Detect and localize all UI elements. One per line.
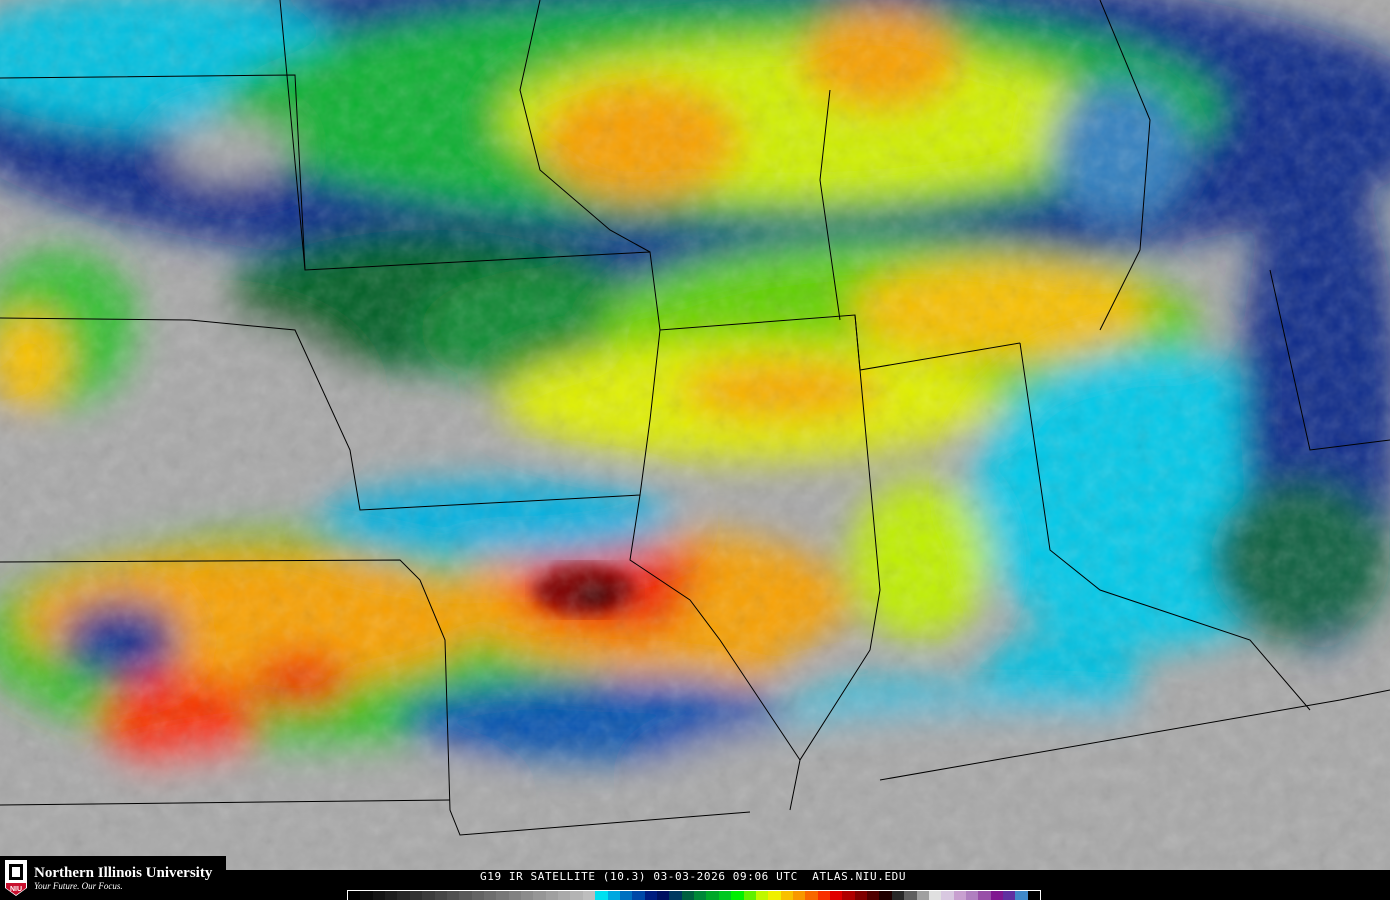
colorbar-swatch [619, 891, 633, 900]
colorbar-swatch [990, 891, 1004, 900]
colorbar-swatch [830, 891, 843, 900]
university-name: Northern Illinois University [34, 864, 213, 881]
colorbar-swatch [891, 891, 905, 900]
colorbar-swatch [904, 891, 917, 900]
niu-logo: NIU Northern Illinois University Your Fu… [0, 856, 226, 900]
colorbar-swatch [768, 891, 781, 900]
colorbar-swatch [1003, 891, 1016, 900]
colorbar-swatch [508, 891, 522, 900]
colorbar-swatch [965, 891, 979, 900]
colorbar-swatch [842, 891, 855, 900]
niu-shield-icon: NIU [5, 860, 27, 896]
colorbar-swatch [731, 891, 744, 900]
colorbar-swatch [471, 891, 484, 900]
colorbar-swatch [483, 891, 497, 900]
colorbar-swatch [348, 891, 361, 900]
colorbar-swatch [558, 891, 571, 900]
colorbar-swatch [422, 891, 435, 900]
colorbar-swatch [607, 891, 620, 900]
colorbar-swatch [385, 891, 398, 900]
colorbar-swatch [681, 891, 695, 900]
colorbar-swatch [978, 891, 991, 900]
colorbar-swatch [644, 891, 657, 900]
colorbar-swatch [545, 891, 559, 900]
colorbar-swatch [743, 891, 756, 900]
colorbar-swatch [360, 891, 373, 900]
colorbar-swatch [669, 891, 682, 900]
colorbar-swatch [533, 891, 546, 900]
colorbar-swatch [879, 891, 892, 900]
colorbar-swatch [755, 891, 769, 900]
colorbar-swatch [521, 891, 534, 900]
colorbar-swatch [496, 891, 509, 900]
colorbar-swatch [1015, 891, 1028, 900]
state-borders [0, 0, 1390, 836]
image-caption: G19 IR SATELLITE (10.3) 03-03-2026 09:06… [480, 870, 907, 883]
cloud-texture [0, 0, 1390, 870]
colorbar-swatch [459, 891, 472, 900]
colorbar-swatch [656, 891, 670, 900]
colorbar-swatch [792, 891, 806, 900]
colorbar-swatch [582, 891, 596, 900]
colorbar-swatch [632, 891, 645, 900]
colorbar-swatch [805, 891, 818, 900]
colorbar-swatch [409, 891, 423, 900]
colorbar-swatch [718, 891, 732, 900]
colorbar-swatch [372, 891, 386, 900]
colorbar-swatch [434, 891, 447, 900]
satellite-ir-map [0, 0, 1390, 870]
colorbar-swatch [854, 891, 868, 900]
colorbar-swatch [916, 891, 929, 900]
colorbar-swatch [867, 891, 880, 900]
university-tagline: Your Future. Our Focus. [34, 880, 123, 891]
colorbar-swatch [780, 891, 793, 900]
svg-text:NIU: NIU [10, 886, 22, 893]
colorbar-swatch [928, 891, 942, 900]
temperature-colorbar [347, 890, 1041, 900]
colorbar-swatch [1027, 891, 1041, 900]
colorbar-swatch [397, 891, 410, 900]
colorbar-swatch [595, 891, 608, 900]
colorbar-swatch [953, 891, 966, 900]
colorbar-swatch [941, 891, 954, 900]
colorbar-swatch [570, 891, 583, 900]
colorbar-swatch [817, 891, 831, 900]
colorbar-swatch [446, 891, 460, 900]
colorbar-swatch [694, 891, 707, 900]
colorbar-swatch [706, 891, 719, 900]
